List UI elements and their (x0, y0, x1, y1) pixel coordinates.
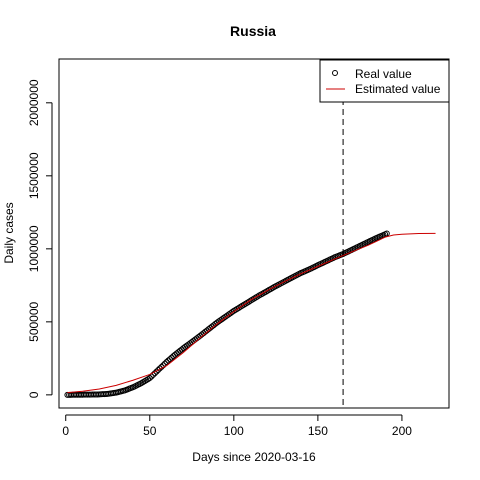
x-tick-label-200: 200 (392, 424, 412, 438)
x-axis-label: Days since 2020-03-16 (192, 450, 316, 464)
x-tick-label-0: 0 (62, 424, 69, 438)
x-axis: 0 50 100 150 200 (62, 414, 412, 438)
legend: Real value Estimated value (319, 59, 450, 103)
real-value-point (166, 356, 173, 363)
y-tick-label-0: 0 (27, 391, 41, 398)
legend-box (319, 59, 450, 103)
y-tick-label-2000000: 2000000 (27, 79, 41, 126)
legend-real-value-marker (332, 70, 338, 76)
x-tick-label-150: 150 (308, 424, 328, 438)
y-axis-label: Daily cases (2, 202, 16, 263)
real-value-point (163, 359, 170, 366)
y-tick-label-1000000: 1000000 (27, 225, 41, 272)
y-axis: 0 500000 1000000 1500000 2000000 (27, 79, 53, 398)
chart-title: Russia (230, 23, 276, 39)
y-tick-label-500000: 500000 (27, 301, 41, 341)
estimated-value-line (67, 232, 436, 394)
x-tick-label-50: 50 (143, 424, 157, 438)
y-tick-label-1500000: 1500000 (27, 152, 41, 199)
legend-real-value-label: Real value (355, 67, 412, 81)
real-value-point (383, 230, 390, 237)
plot-frame (58, 58, 450, 409)
x-tick-label-100: 100 (224, 424, 244, 438)
real-value-point (146, 375, 153, 382)
real-value-point (168, 354, 175, 361)
real-value-point (153, 368, 160, 375)
real-value-point (155, 367, 162, 374)
real-value-point (156, 365, 163, 372)
plot-area (58, 58, 450, 409)
real-value-points (64, 230, 390, 398)
legend-estimated-value-label: Estimated value (355, 82, 441, 96)
real-value-point (165, 357, 172, 364)
